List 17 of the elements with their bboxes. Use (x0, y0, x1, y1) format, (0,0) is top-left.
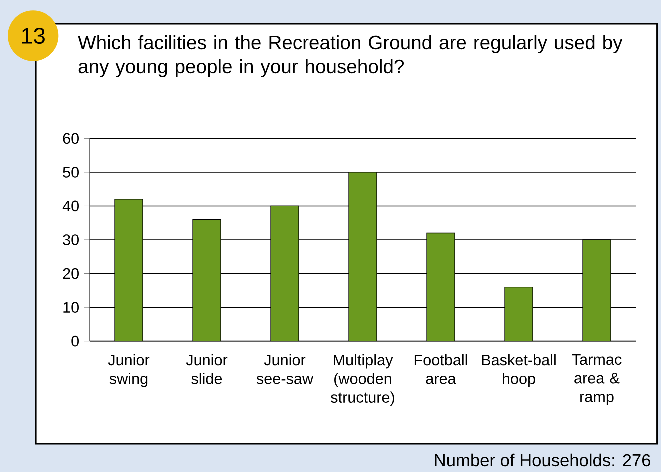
x-tick-label: Football area (414, 354, 468, 384)
y-tick-label: 0 (72, 336, 79, 347)
y-tick-label: 50 (63, 167, 79, 178)
y-tick-label: 10 (64, 302, 79, 313)
text: 13 (22, 28, 45, 44)
y-tick-label: 30 (63, 234, 79, 246)
text: Number of Households: 276 (435, 454, 650, 467)
x-tick-label: Tarmac area & ramp (572, 354, 622, 406)
x-tick-label: Junior see-saw (256, 354, 314, 384)
y-tick-label: 40 (62, 200, 79, 212)
x-tick-label: Junior swing (108, 354, 150, 388)
x-tick-label: Multiplay (wooden structure) (331, 354, 394, 406)
x-tick-label: Basket-ball hoop (482, 354, 556, 388)
x-tick-label: Junior slide (186, 354, 228, 384)
y-tick-label: 20 (63, 268, 79, 280)
y-tick-label: 60 (63, 133, 79, 144)
chart-title: Which facilities in the Recreation Ground are regularly used by any young people in your household? (78, 35, 623, 78)
